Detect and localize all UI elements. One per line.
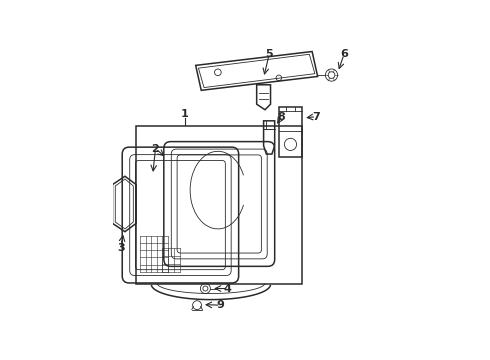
Text: 5: 5 (265, 49, 273, 59)
Text: 7: 7 (313, 112, 320, 122)
Text: 6: 6 (340, 49, 348, 59)
Bar (279, 107, 302, 157)
Text: 8: 8 (278, 112, 286, 122)
Bar (136, 126, 302, 284)
Text: 9: 9 (217, 300, 224, 310)
Text: 3: 3 (117, 243, 124, 253)
Text: 2: 2 (151, 144, 159, 153)
Text: 1: 1 (181, 109, 189, 119)
Text: 4: 4 (223, 284, 231, 293)
